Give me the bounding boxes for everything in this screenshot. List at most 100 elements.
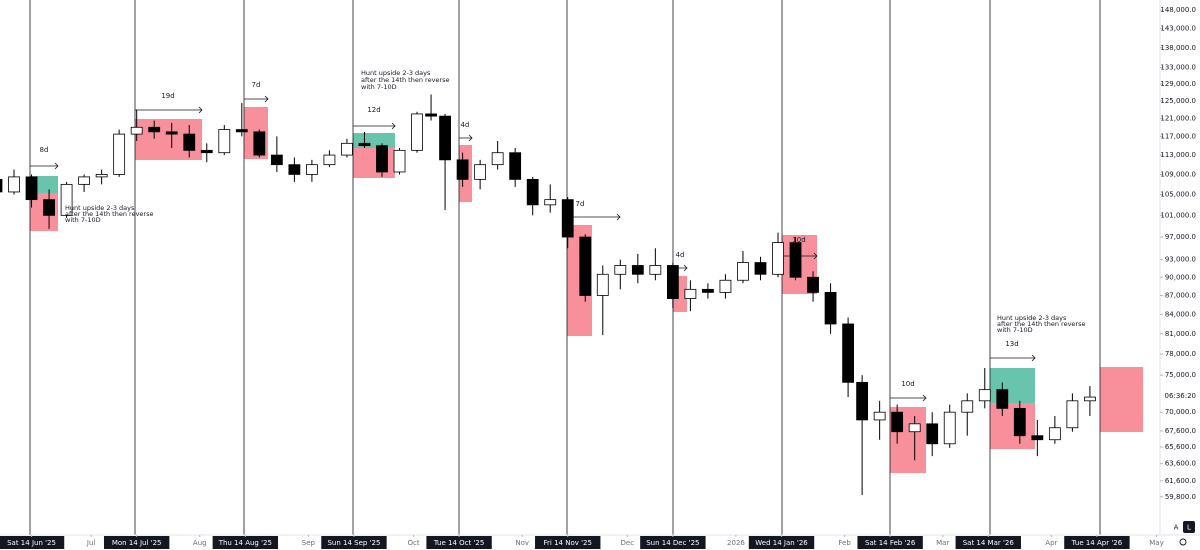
candle-body xyxy=(891,411,904,433)
duration-label: 13d xyxy=(1005,340,1018,348)
x-tick-highlight xyxy=(535,536,601,549)
x-tick-label: Feb xyxy=(838,539,851,547)
duration-label: 7d xyxy=(576,200,585,208)
candle-body xyxy=(323,154,336,166)
x-tick-label: Sun 14 Dec '25 xyxy=(646,539,699,547)
x-tick-label: Apr xyxy=(1045,539,1057,547)
note: after the 14th then reverse xyxy=(65,210,153,218)
x-tick-label: Mon 14 Jul '25 xyxy=(112,539,162,547)
candle-body xyxy=(1031,435,1044,441)
candle-body xyxy=(393,149,406,173)
y-tick-label: 84,000.0 xyxy=(1165,310,1196,318)
scale-button-label[interactable]: A xyxy=(1174,524,1179,532)
note: Hunt upside 2-3 days xyxy=(65,204,135,212)
y-tick-label: 105,000.0 xyxy=(1160,190,1196,198)
x-tick-label: Sat 14 Feb '26 xyxy=(865,539,916,547)
candle-body xyxy=(60,183,73,216)
candle-body xyxy=(183,133,196,151)
duration-label: 7d xyxy=(252,81,261,89)
candle-body xyxy=(873,411,886,421)
candle-body xyxy=(341,142,353,156)
x-tick-highlight xyxy=(321,536,387,549)
x-tick-label: 2026 xyxy=(727,539,745,547)
x-tick-label: Wed 14 Jan '26 xyxy=(755,539,808,547)
candle-body xyxy=(856,381,869,421)
zone-down xyxy=(990,403,1035,449)
x-tick-label: Oct xyxy=(407,539,419,547)
x-tick-label: Thu 14 Aug '25 xyxy=(218,539,272,547)
candle-body xyxy=(456,159,469,180)
settings-icon[interactable] xyxy=(1179,538,1187,546)
candle-body xyxy=(666,265,679,299)
x-tick-highlight xyxy=(426,536,492,549)
y-tick-label: 70,000.0 xyxy=(1165,408,1196,416)
x-tick-label: Sat 14 Jun '25 xyxy=(7,539,56,547)
candle-body xyxy=(306,164,318,175)
note: with 7-10D xyxy=(65,216,101,224)
arrow xyxy=(353,122,396,130)
y-tick-label: 125,000.0 xyxy=(1160,97,1196,105)
y-tick-label: 93,000.0 xyxy=(1165,256,1196,264)
duration-arrows xyxy=(30,95,1036,402)
note: Hunt upside 2-3 days xyxy=(361,69,431,77)
candle-body xyxy=(474,164,487,180)
candle-body xyxy=(1066,400,1079,429)
candle-body xyxy=(270,154,283,166)
candle-body xyxy=(908,423,921,433)
candle-body xyxy=(719,279,732,293)
candle-body xyxy=(978,389,991,402)
duration-label: 10d xyxy=(901,380,914,388)
candle-body xyxy=(358,142,371,147)
candle-body xyxy=(961,400,974,413)
x-tick-label: Fri 14 Nov '25 xyxy=(544,539,592,547)
note: after the 14th then reverse xyxy=(361,76,449,84)
arrow xyxy=(567,213,621,221)
y-tick-label: 65,600.0 xyxy=(1165,443,1196,451)
y-tick-label: 138,000.0 xyxy=(1160,44,1196,52)
y-tick-label: 59,800.0 xyxy=(1165,493,1196,501)
x-tick-highlight xyxy=(212,536,279,549)
x-tick-highlight xyxy=(748,536,815,549)
candle-body xyxy=(165,131,178,135)
scale-button[interactable] xyxy=(1170,521,1182,533)
candle-body xyxy=(235,129,248,133)
candle-body xyxy=(842,323,854,383)
y-tick-label: 78,000.0 xyxy=(1165,350,1196,358)
candle-body xyxy=(807,276,819,293)
y-tick-label: 87,000.0 xyxy=(1165,291,1196,299)
candle-body xyxy=(737,262,749,281)
candle-body xyxy=(25,176,38,201)
y-tick-label: 148,000.0 xyxy=(1160,6,1196,14)
x-tick-label: Sep xyxy=(302,539,316,547)
y-tick-label: 101,000.0 xyxy=(1160,211,1196,219)
scale-button[interactable] xyxy=(1183,521,1195,533)
arrow xyxy=(890,394,927,402)
y-tick-label: 133,000.0 xyxy=(1160,64,1196,72)
arrow xyxy=(990,354,1036,362)
candle-body xyxy=(288,164,301,175)
duration-label: 8d xyxy=(40,146,49,154)
candle-body xyxy=(579,236,592,296)
duration-label: 10d xyxy=(792,236,805,244)
period-lines xyxy=(29,0,1101,535)
arrow xyxy=(30,162,59,170)
x-tick-label: Mar xyxy=(936,539,949,547)
arrow xyxy=(244,95,269,103)
candle-body xyxy=(631,265,644,275)
x-tick-label: Aug xyxy=(193,539,207,547)
y-tick-label: 109,000.0 xyxy=(1160,170,1196,178)
duration-label: 4d xyxy=(461,121,470,129)
candle-body xyxy=(113,133,126,175)
y-tick-label: 129,000.0 xyxy=(1160,80,1196,88)
candle-body xyxy=(148,126,161,133)
zone-down xyxy=(1100,367,1143,432)
scale-button-label[interactable]: L xyxy=(1187,524,1191,532)
candle-body xyxy=(95,174,108,178)
x-tick-label: Sat 14 Mar '26 xyxy=(963,539,1015,547)
y-tick-label: 75,000.0 xyxy=(1165,371,1196,379)
x-tick-highlight xyxy=(1064,536,1130,549)
candle-body xyxy=(561,199,574,238)
candle-body xyxy=(411,113,423,151)
y-tick-label: 90,000.0 xyxy=(1165,273,1196,281)
candle-body xyxy=(491,152,504,166)
